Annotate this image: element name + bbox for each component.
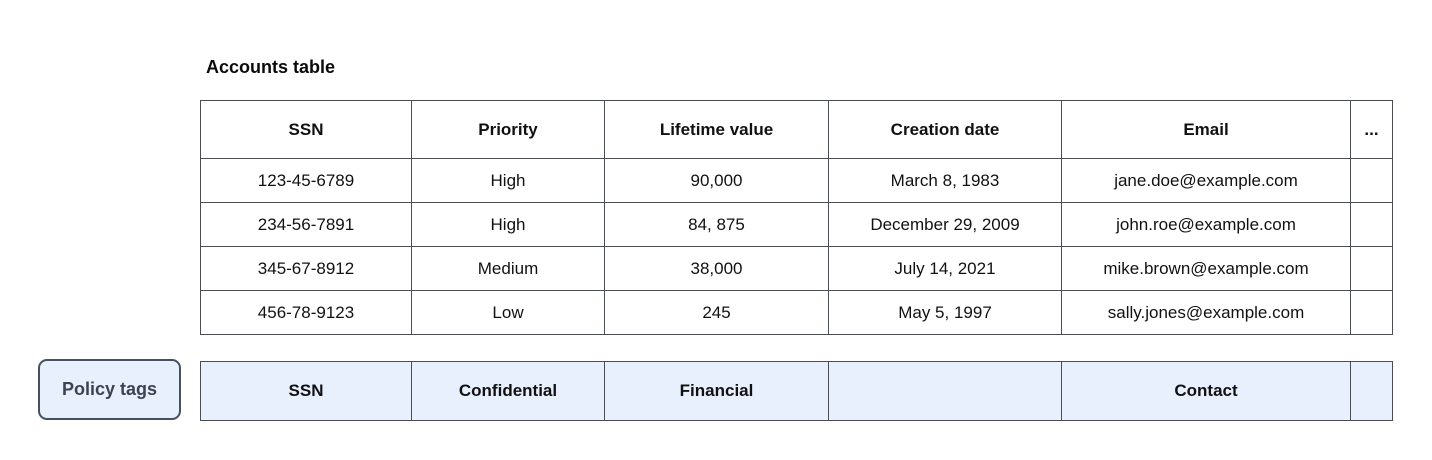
- cell-email: sally.jones@example.com: [1061, 290, 1351, 335]
- cell-creation-date: July 14, 2021: [828, 246, 1062, 291]
- column-header-lifetime-value: Lifetime value: [604, 100, 829, 159]
- cell-lifetime-value: 245: [604, 290, 829, 335]
- policy-tag-ssn: SSN: [200, 361, 412, 421]
- policy-tag-confidential: Confidential: [411, 361, 605, 421]
- page-title: Accounts table: [206, 57, 336, 77]
- table-row: 234-56-7891 High 84, 875 December 29, 20…: [200, 202, 1393, 247]
- policy-tags-button[interactable]: Policy tags: [38, 359, 181, 420]
- table-row: 123-45-6789 High 90,000 March 8, 1983 ja…: [200, 158, 1393, 203]
- column-header-email: Email: [1061, 100, 1351, 159]
- policy-tags-button-label: Policy tags: [61, 379, 158, 399]
- cell-priority: High: [411, 158, 605, 203]
- cell-ssn: 234-56-7891: [200, 202, 412, 247]
- cell-creation-date: May 5, 1997: [828, 290, 1062, 335]
- policy-tag-contact: Contact: [1061, 361, 1351, 421]
- cell-lifetime-value: 84, 875: [604, 202, 829, 247]
- cell-more: [1350, 246, 1393, 291]
- cell-lifetime-value: 90,000: [604, 158, 829, 203]
- column-header-priority: Priority: [411, 100, 605, 159]
- cell-email: john.roe@example.com: [1061, 202, 1351, 247]
- column-header-ssn: SSN: [200, 100, 412, 159]
- policy-tag-financial: Financial: [604, 361, 829, 421]
- cell-priority: Low: [411, 290, 605, 335]
- cell-ssn: 123-45-6789: [200, 158, 412, 203]
- cell-priority: High: [411, 202, 605, 247]
- policy-tags-row: SSN Confidential Financial Contact: [200, 361, 1393, 421]
- column-header-creation-date: Creation date: [828, 100, 1062, 159]
- cell-priority: Medium: [411, 246, 605, 291]
- cell-email: mike.brown@example.com: [1061, 246, 1351, 291]
- policy-tag-empty: [828, 361, 1062, 421]
- table-row: 456-78-9123 Low 245 May 5, 1997 sally.jo…: [200, 290, 1393, 335]
- cell-more: [1350, 158, 1393, 203]
- cell-creation-date: December 29, 2009: [828, 202, 1062, 247]
- cell-creation-date: March 8, 1983: [828, 158, 1062, 203]
- cell-lifetime-value: 38,000: [604, 246, 829, 291]
- accounts-table: SSN Priority Lifetime value Creation dat…: [200, 100, 1393, 335]
- cell-more: [1350, 290, 1393, 335]
- accounts-header-row: SSN Priority Lifetime value Creation dat…: [200, 100, 1393, 159]
- policy-tags-table: SSN Confidential Financial Contact: [200, 361, 1393, 421]
- policy-tag-empty-more: [1350, 361, 1393, 421]
- column-header-more-ellipsis: ...: [1350, 100, 1393, 159]
- cell-more: [1350, 202, 1393, 247]
- cell-ssn: 456-78-9123: [200, 290, 412, 335]
- cell-ssn: 345-67-8912: [200, 246, 412, 291]
- cell-email: jane.doe@example.com: [1061, 158, 1351, 203]
- table-row: 345-67-8912 Medium 38,000 July 14, 2021 …: [200, 246, 1393, 291]
